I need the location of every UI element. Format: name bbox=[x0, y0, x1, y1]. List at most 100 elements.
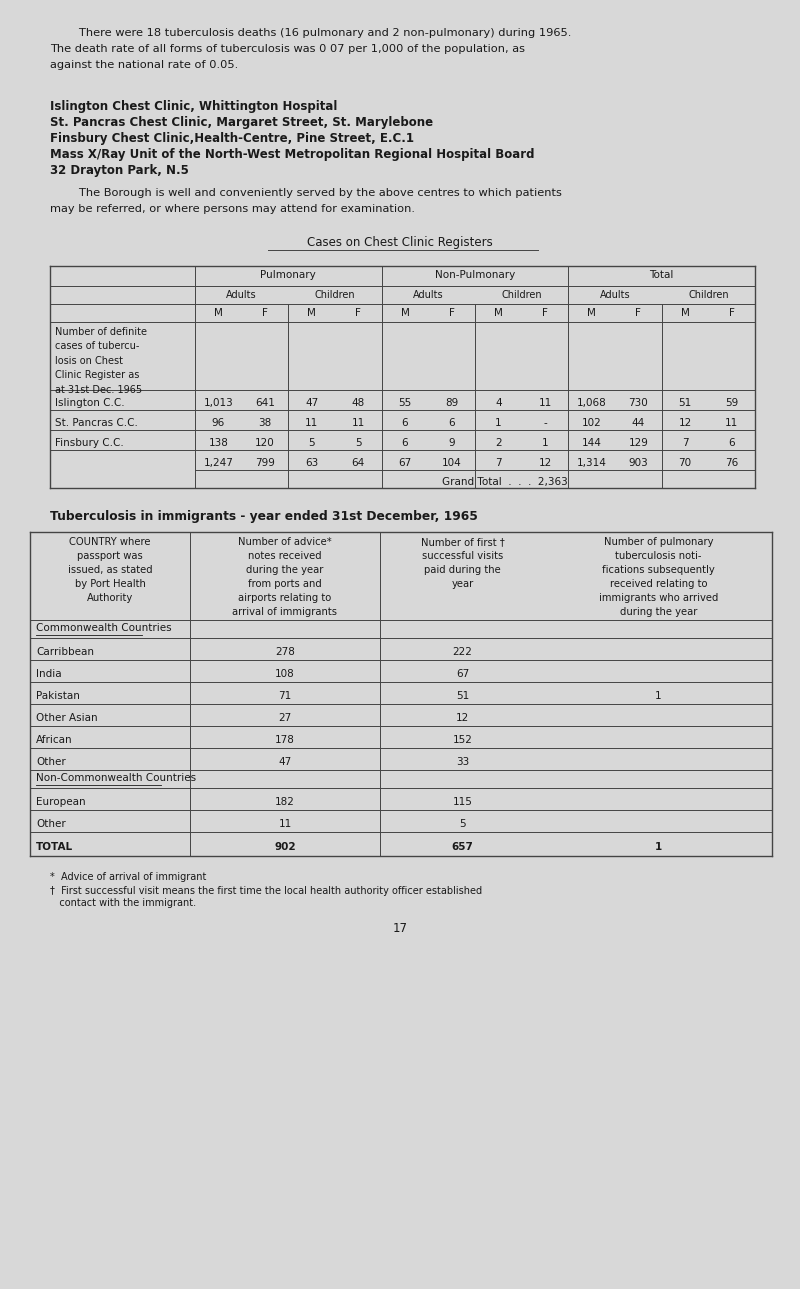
Text: 1: 1 bbox=[542, 438, 548, 449]
Text: 6: 6 bbox=[402, 418, 408, 428]
Text: Islington Chest Clinic, Whittington Hospital: Islington Chest Clinic, Whittington Hosp… bbox=[50, 101, 338, 113]
Text: Adults: Adults bbox=[413, 290, 444, 300]
Text: *  Advice of arrival of immigrant: * Advice of arrival of immigrant bbox=[50, 871, 206, 882]
Text: F: F bbox=[449, 308, 454, 318]
Text: 152: 152 bbox=[453, 735, 473, 745]
Text: Pakistan: Pakistan bbox=[36, 691, 80, 701]
Text: 129: 129 bbox=[628, 438, 648, 449]
Text: Other Asian: Other Asian bbox=[36, 713, 98, 723]
Text: 6: 6 bbox=[448, 418, 455, 428]
Text: 115: 115 bbox=[453, 797, 473, 807]
Text: 799: 799 bbox=[255, 458, 275, 468]
Text: Total: Total bbox=[650, 269, 674, 280]
Text: 67: 67 bbox=[398, 458, 412, 468]
Text: The Borough is well and conveniently served by the above centres to which patien: The Borough is well and conveniently ser… bbox=[50, 188, 562, 199]
Text: 11: 11 bbox=[538, 398, 552, 409]
Text: 6: 6 bbox=[728, 438, 735, 449]
Text: 7: 7 bbox=[495, 458, 502, 468]
Text: against the national rate of 0.05.: against the national rate of 0.05. bbox=[50, 61, 238, 70]
Text: 96: 96 bbox=[212, 418, 225, 428]
Text: 55: 55 bbox=[398, 398, 412, 409]
Text: contact with the immigrant.: contact with the immigrant. bbox=[50, 898, 196, 907]
Text: 1: 1 bbox=[655, 691, 662, 701]
Text: 730: 730 bbox=[629, 398, 648, 409]
Text: Tuberculosis in immigrants - year ended 31st December, 1965: Tuberculosis in immigrants - year ended … bbox=[50, 510, 478, 523]
Text: Number of definite
cases of tubercu-
losis on Chest
Clinic Register as
at 31st D: Number of definite cases of tubercu- los… bbox=[55, 327, 147, 394]
Text: 4: 4 bbox=[495, 398, 502, 409]
Text: St. Pancras Chest Clinic, Margaret Street, St. Marylebone: St. Pancras Chest Clinic, Margaret Stree… bbox=[50, 116, 433, 129]
Text: M: M bbox=[401, 308, 410, 318]
Text: 63: 63 bbox=[305, 458, 318, 468]
Text: 12: 12 bbox=[678, 418, 692, 428]
Text: 641: 641 bbox=[255, 398, 275, 409]
Text: Children: Children bbox=[502, 290, 542, 300]
Text: European: European bbox=[36, 797, 86, 807]
Text: Number of first †
successful visits
paid during the
year: Number of first † successful visits paid… bbox=[421, 538, 505, 589]
Text: Other: Other bbox=[36, 819, 66, 829]
Text: 32 Drayton Park, N.5: 32 Drayton Park, N.5 bbox=[50, 164, 189, 177]
Text: 1,314: 1,314 bbox=[577, 458, 606, 468]
Text: F: F bbox=[355, 308, 362, 318]
Text: 47: 47 bbox=[278, 757, 292, 767]
Text: Non-Commonwealth Countries: Non-Commonwealth Countries bbox=[36, 773, 196, 782]
Text: 222: 222 bbox=[453, 647, 473, 657]
Text: 178: 178 bbox=[275, 735, 295, 745]
Text: 51: 51 bbox=[456, 691, 469, 701]
Text: 5: 5 bbox=[459, 819, 466, 829]
Text: Number of pulmonary
tuberculosis noti-
fications subsequently
received relating : Number of pulmonary tuberculosis noti- f… bbox=[599, 538, 718, 617]
Text: Cases on Chest Clinic Registers: Cases on Chest Clinic Registers bbox=[307, 236, 493, 249]
Text: 11: 11 bbox=[352, 418, 365, 428]
Text: 5: 5 bbox=[355, 438, 362, 449]
Text: African: African bbox=[36, 735, 73, 745]
Text: 104: 104 bbox=[442, 458, 462, 468]
Text: Mass X/Ray Unit of the North-West Metropolitan Regional Hospital Board: Mass X/Ray Unit of the North-West Metrop… bbox=[50, 148, 534, 161]
Text: India: India bbox=[36, 669, 62, 679]
Text: 47: 47 bbox=[305, 398, 318, 409]
Text: 12: 12 bbox=[456, 713, 469, 723]
Text: 51: 51 bbox=[678, 398, 692, 409]
Text: 120: 120 bbox=[255, 438, 275, 449]
Text: Finsbury C.C.: Finsbury C.C. bbox=[55, 438, 124, 449]
Text: 76: 76 bbox=[725, 458, 738, 468]
Text: 64: 64 bbox=[352, 458, 365, 468]
Text: COUNTRY where
passport was
issued, as stated
by Port Health
Authority: COUNTRY where passport was issued, as st… bbox=[68, 538, 152, 603]
Text: Other: Other bbox=[36, 757, 66, 767]
Text: Finsbury Chest Clinic,Health-Centre, Pine Street, E.C.1: Finsbury Chest Clinic,Health-Centre, Pin… bbox=[50, 131, 414, 144]
Text: The death rate of all forms of tuberculosis was 0 07 per 1,000 of the population: The death rate of all forms of tuberculo… bbox=[50, 44, 525, 54]
Text: Pulmonary: Pulmonary bbox=[261, 269, 316, 280]
Text: 138: 138 bbox=[208, 438, 228, 449]
Text: F: F bbox=[635, 308, 642, 318]
Text: 1: 1 bbox=[495, 418, 502, 428]
Text: 108: 108 bbox=[275, 669, 295, 679]
Text: 44: 44 bbox=[632, 418, 645, 428]
Text: 182: 182 bbox=[275, 797, 295, 807]
Text: Non-Pulmonary: Non-Pulmonary bbox=[435, 269, 515, 280]
Text: M: M bbox=[681, 308, 690, 318]
Text: 1,013: 1,013 bbox=[203, 398, 234, 409]
Text: Children: Children bbox=[688, 290, 729, 300]
Text: 11: 11 bbox=[305, 418, 318, 428]
Text: -: - bbox=[543, 418, 547, 428]
Text: TOTAL: TOTAL bbox=[36, 842, 73, 852]
Text: 278: 278 bbox=[275, 647, 295, 657]
Text: 67: 67 bbox=[456, 669, 469, 679]
Text: 89: 89 bbox=[445, 398, 458, 409]
Text: 48: 48 bbox=[352, 398, 365, 409]
Text: 5: 5 bbox=[308, 438, 315, 449]
Text: M: M bbox=[494, 308, 502, 318]
Text: 2: 2 bbox=[495, 438, 502, 449]
Text: 33: 33 bbox=[456, 757, 469, 767]
Text: 9: 9 bbox=[448, 438, 455, 449]
Text: 1,068: 1,068 bbox=[577, 398, 606, 409]
Text: F: F bbox=[542, 308, 548, 318]
Text: 17: 17 bbox=[393, 922, 407, 935]
Text: 27: 27 bbox=[278, 713, 292, 723]
Text: F: F bbox=[262, 308, 268, 318]
Text: 11: 11 bbox=[278, 819, 292, 829]
Text: M: M bbox=[587, 308, 596, 318]
Text: 7: 7 bbox=[682, 438, 688, 449]
Text: 70: 70 bbox=[678, 458, 691, 468]
Text: 1,247: 1,247 bbox=[203, 458, 234, 468]
Text: M: M bbox=[214, 308, 222, 318]
Text: †  First successful visit means the first time the local health authority office: † First successful visit means the first… bbox=[50, 886, 482, 896]
